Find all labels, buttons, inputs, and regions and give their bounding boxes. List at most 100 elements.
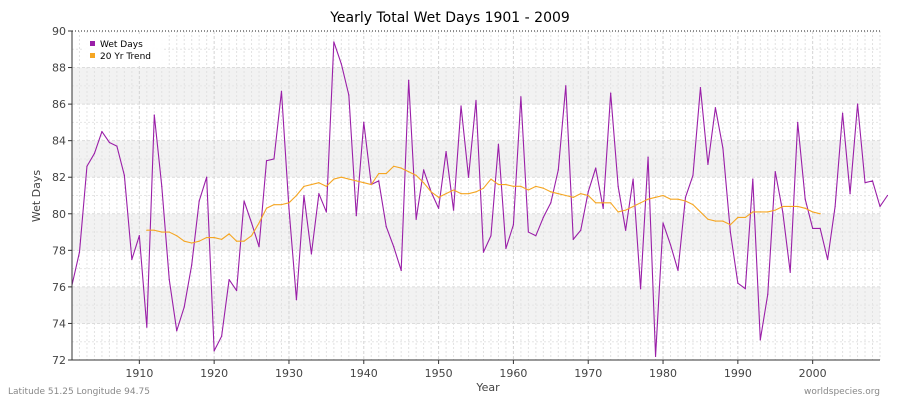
data-point-20-yr-trend [213, 236, 215, 239]
series-layer [71, 41, 889, 357]
data-point-wet-days [198, 200, 200, 202]
minor-grid [71, 31, 881, 360]
data-point-wet-days [235, 289, 238, 292]
data-point-20-yr-trend [265, 207, 268, 209]
data-point-20-yr-trend [333, 178, 335, 180]
data-point-wet-days [752, 178, 754, 180]
data-point-20-yr-trend [340, 176, 342, 178]
data-point-wet-days [729, 231, 731, 233]
data-point-20-yr-trend [318, 182, 320, 184]
data-point-20-yr-trend [684, 200, 687, 202]
data-point-wet-days [445, 151, 447, 153]
data-point-wet-days [340, 63, 342, 65]
axes [68, 30, 880, 364]
data-point-wet-days [565, 85, 567, 87]
data-point-20-yr-trend [280, 204, 283, 206]
data-point-20-yr-trend [258, 222, 260, 224]
data-point-20-yr-trend [617, 211, 619, 213]
y-tick-label: 86 [52, 98, 66, 111]
data-point-20-yr-trend [191, 242, 193, 244]
data-point-20-yr-trend [221, 238, 223, 240]
data-point-20-yr-trend [729, 224, 731, 226]
data-point-20-yr-trend [153, 229, 155, 231]
data-point-wet-days [625, 229, 627, 231]
data-point-wet-days [475, 99, 477, 102]
chart-title: Yearly Total Wet Days 1901 - 2009 [329, 10, 570, 26]
data-point-20-yr-trend [767, 211, 769, 213]
data-point-20-yr-trend [250, 235, 253, 237]
data-point-wet-days [535, 235, 537, 237]
data-point-wet-days [587, 191, 589, 193]
data-point-20-yr-trend [243, 240, 245, 242]
data-point-wet-days [138, 235, 140, 237]
data-point-wet-days [221, 335, 223, 337]
data-point-20-yr-trend [482, 187, 485, 189]
data-point-wet-days [699, 87, 702, 89]
data-point-wet-days [250, 222, 253, 224]
data-point-20-yr-trend [273, 204, 275, 206]
data-point-wet-days [460, 105, 462, 107]
x-tick-label: 1910 [125, 367, 153, 380]
data-point-wet-days [684, 196, 687, 198]
data-point-20-yr-trend [146, 229, 148, 231]
data-point-20-yr-trend [228, 233, 230, 235]
y-tick-label: 72 [52, 354, 66, 367]
data-point-wet-days [602, 207, 604, 209]
data-point-wet-days [265, 160, 268, 162]
data-point-wet-days [355, 215, 357, 217]
data-point-wet-days [692, 174, 694, 176]
data-point-wet-days [677, 269, 679, 272]
x-tick-label: 1970 [574, 367, 602, 380]
data-point-wet-days [520, 96, 522, 98]
data-point-20-yr-trend [325, 185, 327, 187]
data-point-wet-days [812, 227, 814, 229]
data-point-20-yr-trend [587, 194, 589, 197]
data-point-wet-days [273, 158, 275, 160]
data-point-wet-days [610, 92, 612, 94]
data-point-wet-days [348, 94, 350, 96]
data-point-wet-days [243, 200, 245, 202]
data-point-20-yr-trend [759, 211, 761, 213]
data-point-wet-days [191, 264, 193, 266]
data-point-20-yr-trend [722, 220, 724, 222]
data-point-wet-days [834, 205, 836, 208]
data-point-wet-days [789, 271, 791, 273]
data-point-20-yr-trend [542, 187, 544, 189]
data-point-wet-days [871, 180, 874, 182]
data-point-20-yr-trend [445, 193, 447, 195]
data-point-wet-days [662, 222, 664, 224]
data-point-wet-days [295, 299, 298, 301]
data-point-20-yr-trend [303, 185, 305, 187]
data-point-wet-days [886, 194, 889, 197]
data-point-20-yr-trend [183, 240, 185, 242]
data-point-wet-days [797, 121, 799, 123]
data-point-20-yr-trend [355, 180, 357, 182]
data-point-20-yr-trend [512, 185, 515, 187]
data-point-wet-days [400, 269, 402, 272]
data-point-wet-days [512, 224, 515, 226]
data-point-wet-days [86, 165, 88, 167]
data-point-wet-days [325, 211, 327, 213]
y-axis-label: Wet Days [30, 170, 43, 223]
data-point-wet-days [363, 121, 365, 123]
data-point-wet-days [213, 350, 215, 352]
data-point-wet-days [310, 253, 313, 255]
data-point-wet-days [288, 207, 290, 209]
y-tick-label: 88 [52, 62, 66, 75]
data-point-20-yr-trend [782, 205, 784, 208]
footer-coordinates: Latitude 51.25 Longitude 94.75 [8, 387, 150, 397]
data-point-20-yr-trend [430, 191, 432, 193]
data-point-wet-days [78, 251, 81, 253]
x-tick-label: 1980 [649, 367, 677, 380]
y-tick-label: 82 [52, 171, 66, 184]
data-point-wet-days [849, 193, 851, 195]
legend-label-wet-days: Wet Days [100, 40, 143, 50]
data-point-20-yr-trend [752, 211, 754, 213]
legend-box [84, 35, 164, 65]
data-point-20-yr-trend [677, 198, 679, 200]
data-point-20-yr-trend [161, 231, 163, 233]
data-point-wet-days [841, 112, 844, 114]
data-point-20-yr-trend [669, 198, 672, 200]
data-point-wet-days [183, 306, 185, 308]
